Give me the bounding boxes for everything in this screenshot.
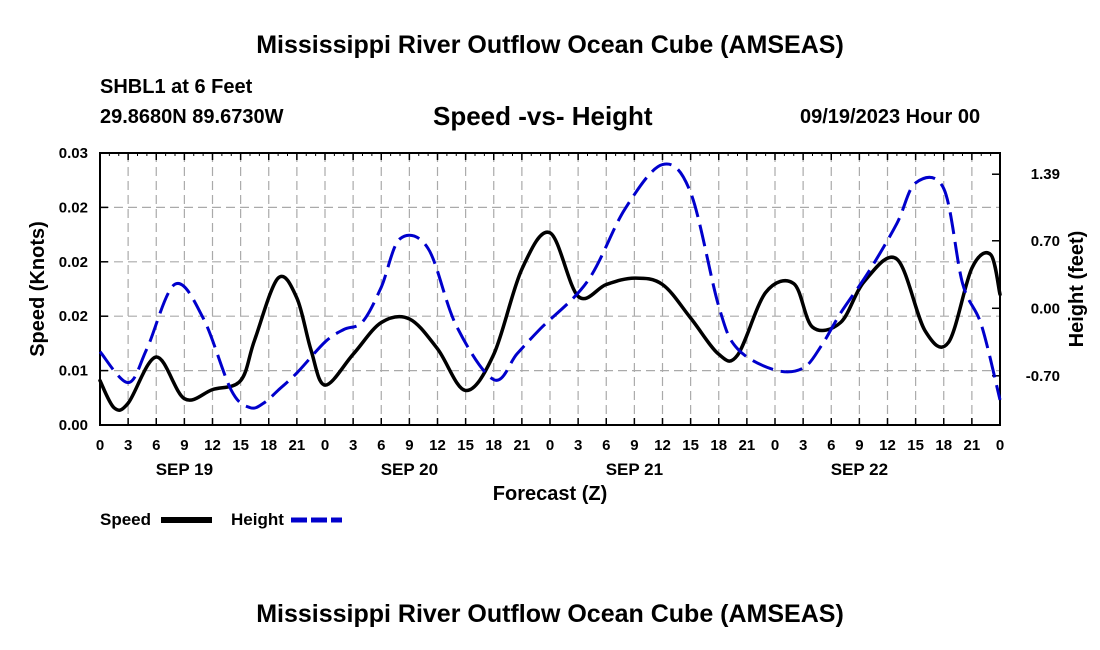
x-tick-label: 18 [260,437,277,454]
x-tick-label: 0 [321,437,329,454]
x-tick-label: 6 [827,437,835,454]
x-tick-label: 15 [682,437,699,454]
x-tick-label: 9 [405,437,413,454]
chart-subtitle: Speed -vs- Height [433,101,653,131]
x-tick-label: 21 [514,437,531,454]
x-tick-label: 0 [771,437,779,454]
legend: Speed Height [100,510,342,529]
x-tick-label: 21 [289,437,306,454]
x-tick-label: 18 [485,437,502,454]
main-title: Mississippi River Outflow Ocean Cube (AM… [256,31,844,59]
right-axis-title: Height (feet) [1066,231,1088,348]
legend-height-label: Height [231,510,284,529]
right-tick-label: -0.70 [1026,368,1060,385]
day-label: SEP 22 [831,460,888,479]
x-tick-label: 6 [377,437,385,454]
x-tick-label: 9 [180,437,188,454]
left-tick-label: 0.00 [59,417,88,434]
x-tick-label: 3 [124,437,132,454]
right-tick-label: 0.70 [1031,233,1060,250]
x-tick-label: 3 [574,437,582,454]
day-label: SEP 20 [381,460,438,479]
right-tick-label: 1.39 [1031,166,1060,183]
x-axis-title: Forecast (Z) [493,483,607,505]
day-label: SEP 21 [606,460,663,479]
x-tick-label: 12 [879,437,896,454]
x-tick-label: 6 [152,437,160,454]
x-tick-label: 0 [96,437,104,454]
x-tick-label: 15 [457,437,474,454]
x-tick-label: 18 [710,437,727,454]
left-tick-label: 0.02 [59,254,88,271]
x-tick-label: 21 [964,437,981,454]
x-tick-label: 0 [546,437,554,454]
x-tick-label: 3 [349,437,357,454]
x-tick-label: 0 [996,437,1004,454]
x-tick-label: 9 [630,437,638,454]
left-tick-label: 0.02 [59,308,88,325]
legend-speed-label: Speed [100,510,151,529]
left-tick-label: 0.03 [59,145,88,162]
x-tick-label: 18 [935,437,952,454]
axis-ticks [99,152,1001,426]
axis-labels: 0 3 6 9 12 15 18 21 0 3 6 9 12 15 18 21 0 3 6 9 12 15 18 21 0 3 6 9… [59,145,1060,479]
x-tick-label: 9 [855,437,863,454]
bottom-title: Mississippi River Outflow Ocean Cube (AM… [256,600,844,628]
left-tick-label: 0.01 [59,363,88,380]
forecast-timestamp: 09/19/2023 Hour 00 [800,106,981,128]
x-tick-label: 15 [232,437,249,454]
right-tick-label: 0.00 [1031,300,1060,317]
x-tick-label: 12 [654,437,671,454]
x-tick-label: 21 [739,437,756,454]
x-tick-label: 12 [429,437,446,454]
day-label: SEP 19 [156,460,213,479]
height-series-line [98,162,1002,410]
coordinates-label: 29.8680N 89.6730W [100,106,284,128]
x-tick-label: 6 [602,437,610,454]
station-label: SHBL1 at 6 Feet [100,76,253,98]
left-tick-label: 0.02 [59,199,88,216]
gridlines [100,153,1000,425]
x-tick-label: 12 [204,437,221,454]
speed-series-line [98,230,1002,412]
x-tick-label: 15 [907,437,924,454]
x-tick-label: 3 [799,437,807,454]
left-axis-title: Speed (Knots) [27,221,49,357]
